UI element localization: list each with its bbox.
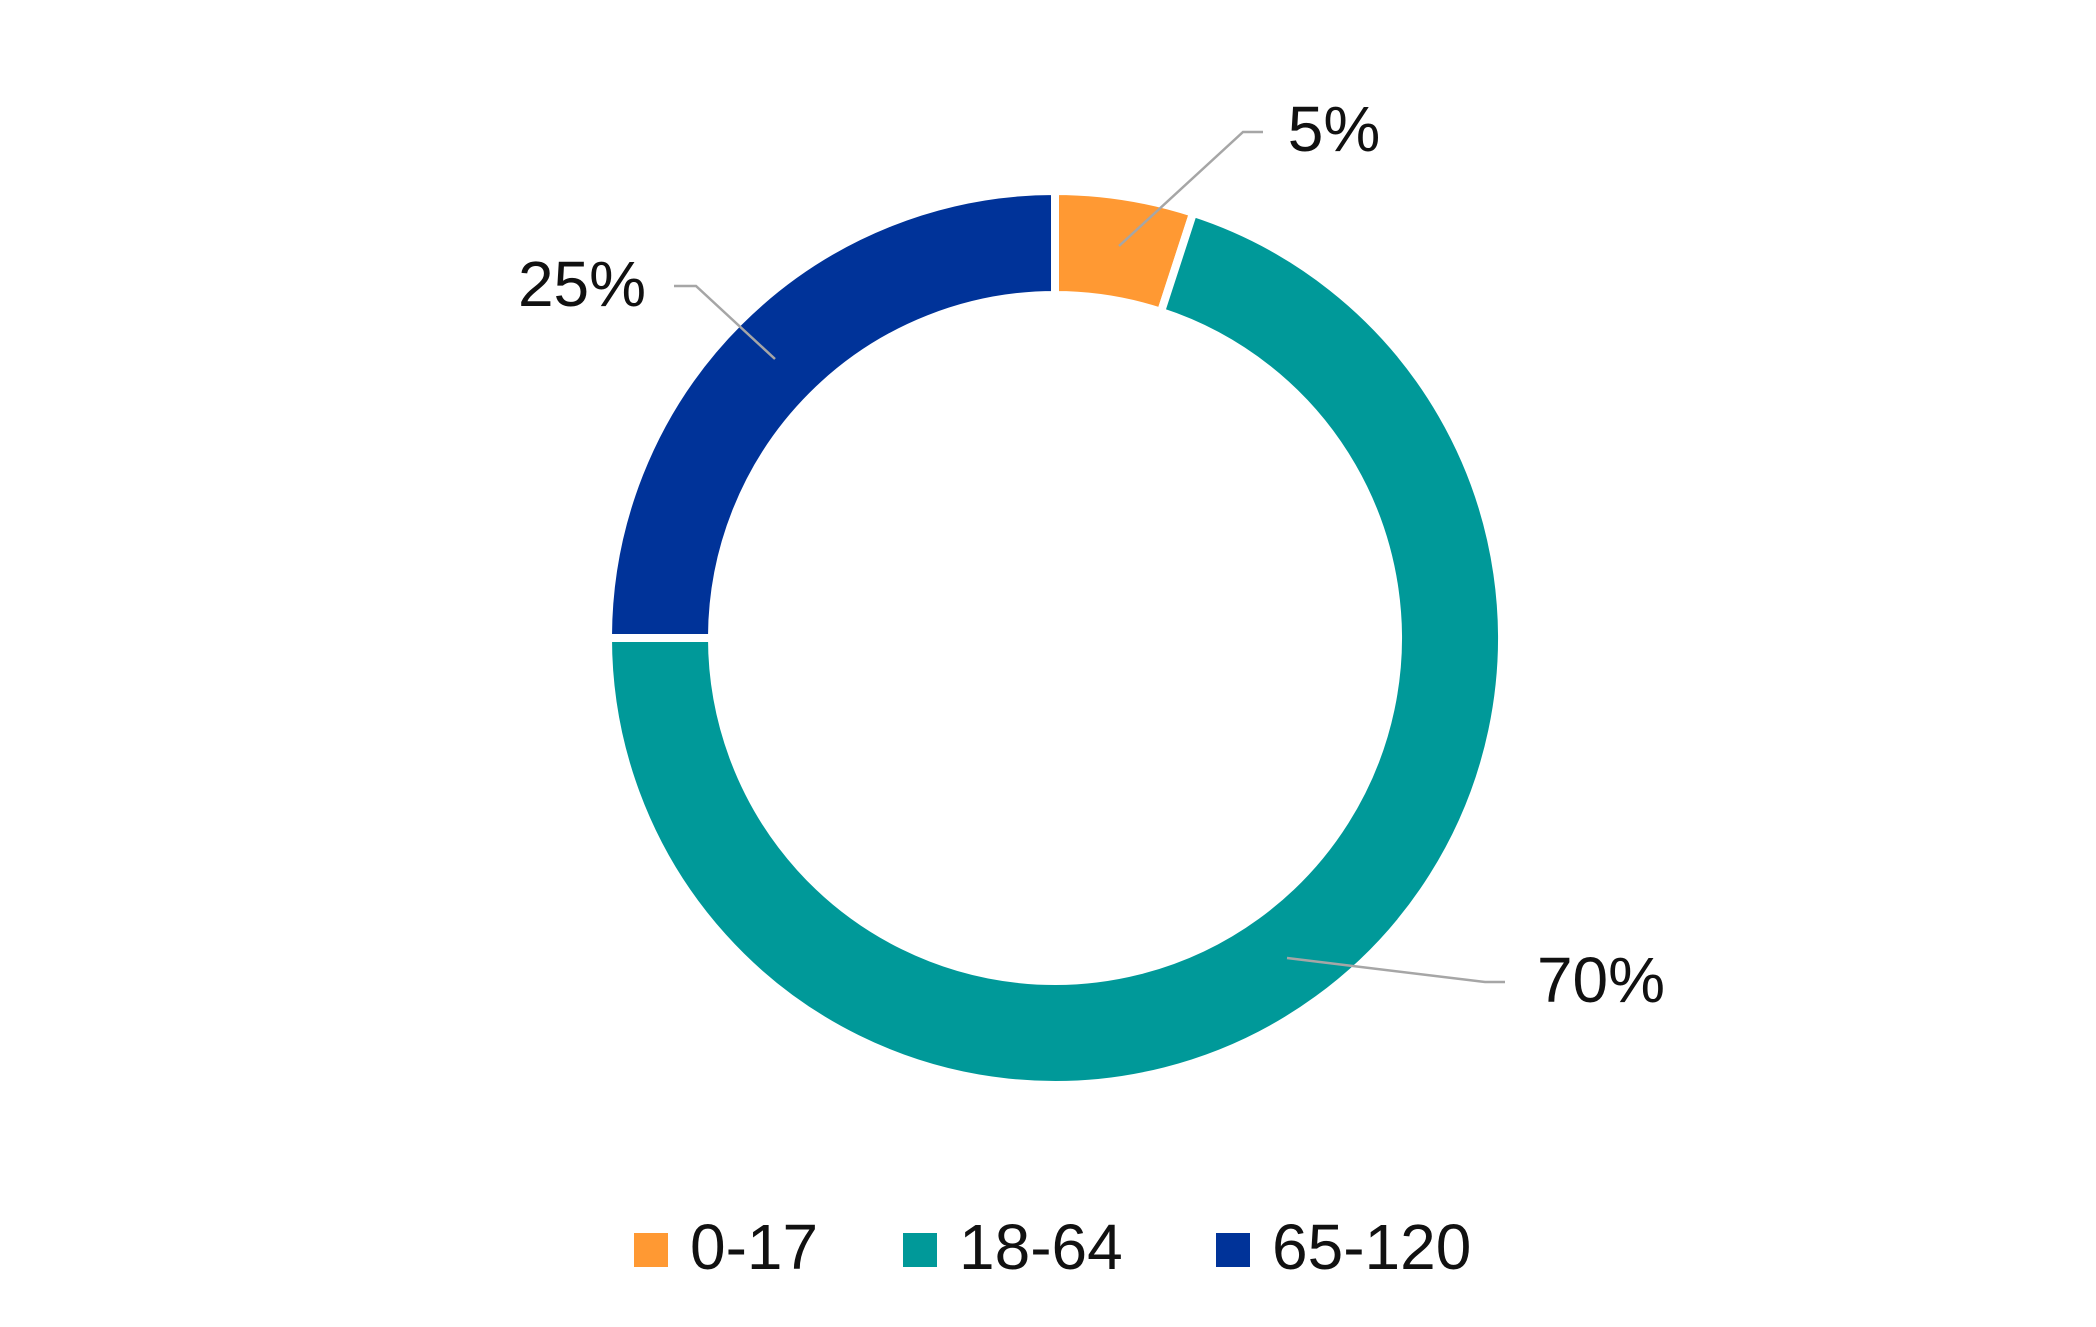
leader-line: [1286, 956, 1505, 984]
data-label: 5%: [1288, 93, 1381, 165]
legend-swatch: [1216, 1233, 1250, 1267]
donut-slice: [603, 207, 1506, 1089]
data-label: 25%: [518, 248, 646, 320]
leader-line: [1118, 130, 1263, 247]
donut-slice: [603, 186, 1059, 642]
leader-line: [674, 284, 776, 360]
data-label: 70%: [1537, 944, 1665, 1016]
legend-label: 65-120: [1272, 1211, 1471, 1283]
legend-label: 18-64: [959, 1211, 1123, 1283]
legend-label: 0-17: [690, 1211, 818, 1283]
legend-swatch: [903, 1233, 937, 1267]
legend-swatch: [634, 1233, 668, 1267]
